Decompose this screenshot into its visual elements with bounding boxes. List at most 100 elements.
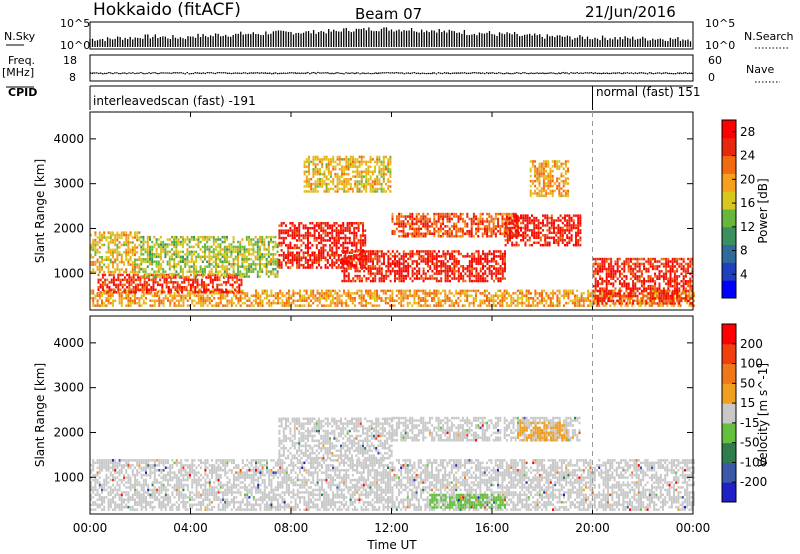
data-cell <box>426 225 429 228</box>
data-cell <box>164 245 167 249</box>
data-cell <box>173 267 176 271</box>
data-cell <box>527 299 530 302</box>
data-cell <box>486 257 489 261</box>
freq-point <box>409 72 412 75</box>
data-cell <box>451 269 454 273</box>
data-cell <box>653 299 656 302</box>
data-cell <box>455 289 458 293</box>
freq-point <box>479 72 482 75</box>
data-cell <box>190 245 193 249</box>
data-cell <box>259 265 261 268</box>
data-cell <box>329 294 332 297</box>
data-cell <box>426 230 429 233</box>
nsky-label: N.Sky <box>4 30 36 43</box>
data-cell <box>331 224 334 227</box>
data-cell <box>313 229 316 232</box>
data-cell <box>361 265 363 268</box>
data-cell <box>459 215 462 218</box>
data-cell <box>411 215 414 218</box>
data-cell <box>525 294 528 297</box>
data-cell <box>357 239 360 242</box>
data-cell <box>612 302 615 305</box>
data-cell <box>475 232 478 235</box>
data-cell <box>160 263 162 266</box>
data-cell <box>398 215 401 218</box>
data-cell <box>383 277 385 280</box>
data-cell <box>365 262 368 265</box>
data-cell <box>524 236 527 239</box>
data-cell <box>96 251 99 254</box>
data-cell <box>177 243 180 246</box>
data-cell <box>94 294 97 297</box>
data-cell <box>435 222 438 226</box>
data-cell <box>266 301 268 305</box>
data-cell <box>603 299 606 303</box>
data-cell <box>186 248 189 251</box>
data-cell <box>504 231 507 235</box>
data-cell <box>335 258 338 262</box>
data-cell <box>486 262 489 265</box>
data-cell <box>302 224 305 227</box>
data-cell <box>374 252 377 256</box>
freq-point <box>176 71 179 74</box>
data-cell <box>552 304 554 307</box>
data-cell <box>226 258 228 261</box>
data-cell <box>186 258 189 261</box>
data-cell <box>140 250 143 254</box>
data-cell <box>197 240 200 244</box>
data-cell <box>172 281 175 284</box>
data-cell <box>200 304 202 307</box>
data-cell <box>208 248 211 251</box>
data-cell <box>492 217 495 221</box>
data-cell <box>655 297 658 300</box>
data-cell <box>400 299 403 302</box>
data-cell <box>385 252 388 256</box>
data-cell <box>522 239 525 242</box>
data-cell <box>389 272 392 275</box>
data-cell <box>165 281 168 284</box>
data-cell <box>332 297 334 300</box>
data-cell <box>116 238 119 242</box>
data-cell <box>378 279 381 283</box>
data-cell <box>437 215 440 218</box>
data-cell <box>497 297 499 300</box>
data-cell <box>580 294 583 297</box>
data-cell <box>483 299 486 302</box>
data-cell <box>464 222 467 226</box>
data-cell <box>572 214 575 217</box>
data-cell <box>239 297 242 300</box>
data-cell <box>559 226 562 230</box>
data-cell <box>226 272 228 276</box>
data-cell <box>185 286 188 289</box>
data-cell <box>589 301 592 305</box>
data-cell <box>475 292 477 295</box>
data-cell <box>577 241 580 244</box>
data-cell <box>134 258 136 261</box>
data-cell <box>212 243 215 246</box>
data-cell <box>363 252 366 256</box>
data-cell <box>358 301 361 305</box>
data-cell <box>490 252 493 256</box>
data-cell <box>188 245 191 249</box>
data-cell <box>612 299 615 303</box>
data-cell <box>160 267 162 271</box>
data-cell <box>254 267 257 271</box>
data-cell <box>362 224 364 227</box>
data-cell <box>394 277 396 280</box>
data-cell <box>208 270 211 273</box>
data-cell <box>411 217 414 221</box>
data-cell <box>451 255 454 258</box>
data-cell <box>439 227 442 231</box>
freq-point <box>288 72 291 74</box>
data-cell <box>189 283 192 287</box>
data-cell <box>318 226 320 230</box>
data-cell <box>94 253 97 257</box>
data-cell <box>154 273 157 277</box>
data-cell <box>577 224 580 227</box>
data-cell <box>389 262 392 265</box>
data-cell <box>186 263 189 266</box>
data-cell <box>601 260 604 263</box>
data-cell <box>427 260 429 263</box>
data-cell <box>565 289 568 293</box>
data-cell <box>428 217 431 221</box>
